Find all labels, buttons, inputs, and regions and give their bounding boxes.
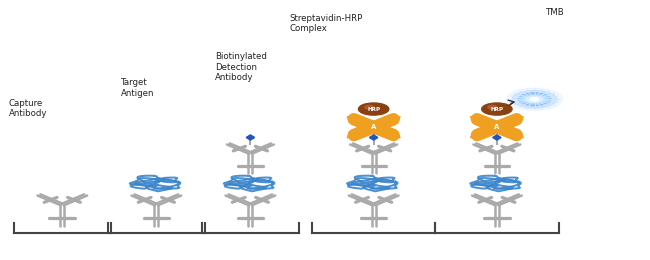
Circle shape	[488, 105, 497, 109]
Polygon shape	[389, 117, 400, 121]
Circle shape	[530, 98, 539, 101]
Polygon shape	[246, 135, 255, 140]
Polygon shape	[512, 117, 523, 121]
Circle shape	[526, 96, 543, 102]
Text: HRP: HRP	[367, 107, 380, 112]
Circle shape	[518, 93, 551, 106]
Polygon shape	[493, 135, 501, 140]
Text: Biotinylated
Detection
Antibody: Biotinylated Detection Antibody	[214, 53, 266, 82]
Polygon shape	[471, 117, 482, 121]
Circle shape	[363, 123, 384, 131]
Circle shape	[482, 103, 512, 115]
Text: HRP: HRP	[490, 107, 504, 112]
Polygon shape	[347, 117, 358, 121]
Circle shape	[486, 123, 508, 131]
Circle shape	[512, 90, 556, 108]
Polygon shape	[369, 135, 378, 140]
Polygon shape	[389, 133, 400, 138]
Circle shape	[506, 88, 562, 110]
Text: Capture
Antibody: Capture Antibody	[8, 99, 47, 118]
Circle shape	[358, 103, 389, 115]
Polygon shape	[512, 133, 523, 138]
Circle shape	[524, 95, 545, 103]
Circle shape	[365, 105, 374, 109]
Text: TMB: TMB	[545, 9, 564, 17]
Polygon shape	[471, 133, 482, 138]
Text: A: A	[494, 124, 500, 130]
Polygon shape	[347, 133, 358, 138]
Text: Streptavidin-HRP
Complex: Streptavidin-HRP Complex	[289, 14, 363, 33]
Text: A: A	[371, 124, 376, 130]
Text: Target
Antigen: Target Antigen	[121, 78, 154, 98]
